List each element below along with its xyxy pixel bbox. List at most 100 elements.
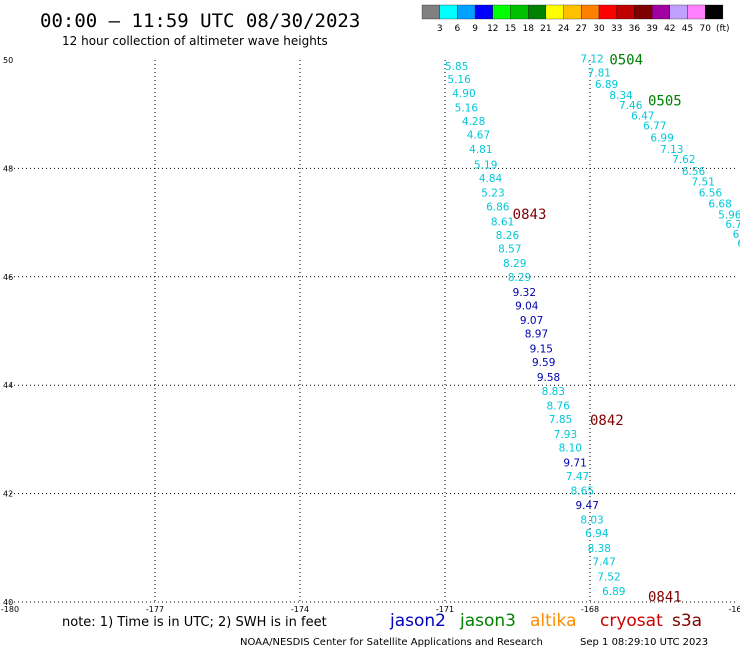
- wave-height-label: 6.89: [602, 586, 625, 598]
- wave-height-label: 8.29: [508, 272, 531, 284]
- wave-height-label: 8.10: [559, 442, 582, 454]
- x-tick-label: -16: [728, 605, 740, 614]
- legend-label: 33: [611, 24, 622, 34]
- satellite-name-s3a: s3a: [672, 611, 702, 631]
- wave-height-label: 9.07: [520, 315, 543, 327]
- legend-swatch: [528, 4, 547, 20]
- legend-label: 45: [682, 24, 693, 34]
- x-tick-label: -168: [581, 605, 599, 614]
- wave-height-label: 9.59: [532, 357, 555, 369]
- legend-label: 15: [505, 24, 516, 34]
- wave-height-label: 5.19: [474, 159, 497, 171]
- wave-height-label: 6.86: [486, 202, 510, 214]
- y-tick-label: 48: [3, 164, 13, 173]
- wave-height-label: 9.47: [576, 500, 599, 512]
- wave-height-label: 5.16: [447, 74, 471, 86]
- legend-label: 24: [558, 24, 570, 34]
- wave-height-label: 6.94: [585, 528, 609, 540]
- legend-label: 3: [437, 24, 443, 34]
- wave-height-label: 7.51: [692, 177, 715, 189]
- grid-lines: [10, 60, 735, 603]
- legend-swatch: [634, 4, 653, 20]
- axis-labels: -180 -177 -174 -171 -168 -16 40 42 44 46 48 50: [1, 56, 740, 614]
- satellite-name-jason3: jason3: [459, 611, 516, 631]
- chart-subtitle: 12 hour collection of altimeter wave hei…: [62, 34, 328, 48]
- legend-label: 70: [699, 24, 711, 34]
- legend-label: 39: [646, 24, 658, 34]
- wave-height-label: 6: [737, 238, 740, 250]
- satellite-name-jason2: jason2: [389, 611, 446, 631]
- legend-unit: (ft): [716, 24, 730, 34]
- wave-height-label: 6.77: [643, 120, 666, 132]
- legend-swatch: [651, 4, 670, 20]
- wave-height-label: 8.97: [525, 329, 548, 341]
- legend-swatch: [545, 4, 564, 20]
- wave-height-label: 8.83: [542, 386, 565, 398]
- legend-swatch: [563, 4, 582, 20]
- satellite-legend: jason2 jason3 altika cryosat s3a: [389, 611, 702, 631]
- wave-height-label: 8.34: [609, 90, 633, 102]
- pass-labels: 0504 0505 0843 0842 0841: [513, 53, 682, 606]
- wave-height-label: 6.68: [708, 198, 731, 210]
- y-tick-label: 46: [3, 273, 13, 282]
- y-tick-label: 44: [3, 381, 13, 390]
- legend-swatch: [598, 4, 617, 20]
- satellite-name-altika: altika: [530, 611, 577, 631]
- wave-height-label: 4.67: [467, 130, 490, 142]
- wave-height-label: 4.84: [479, 173, 503, 185]
- legend-label: 42: [664, 24, 675, 34]
- legend-label: 36: [629, 24, 641, 34]
- wave-height-label: 7.47: [592, 557, 615, 569]
- legend-swatch: [705, 4, 724, 20]
- wave-height-label: 9.15: [530, 344, 553, 356]
- wave-height-label: 6.56: [699, 188, 723, 200]
- wave-height-label: 5.96: [718, 209, 740, 221]
- wave-height-label: 7.85: [549, 414, 572, 426]
- wave-height-label: 8.61: [491, 216, 514, 228]
- wave-height-label: 6.78: [725, 219, 740, 231]
- wave-height-label: 7.62: [672, 154, 695, 166]
- pass-label: 0843: [513, 207, 547, 223]
- legend-label: 6: [455, 24, 461, 34]
- pass-label: 0505: [648, 93, 682, 109]
- wave-height-label: 4.28: [462, 116, 485, 128]
- credit-text: NOAA/NESDIS Center for Satellite Applica…: [240, 637, 543, 648]
- legend-swatch: [510, 4, 529, 20]
- wave-height-label: 7.46: [619, 100, 643, 112]
- y-tick-label: 40: [3, 598, 13, 607]
- wave-height-label: 9.58: [537, 372, 560, 384]
- wave-height-label: 5.85: [445, 61, 468, 73]
- data-marks: 7.127.816.898.347.466.476.776.997.137.62…: [445, 54, 740, 598]
- wave-height-label: 8.26: [496, 230, 520, 242]
- pass-label: 0841: [648, 589, 682, 605]
- wave-height-label: 6.47: [631, 111, 654, 123]
- wave-height-label: 8.57: [498, 243, 521, 255]
- x-tick-label: -180: [1, 605, 19, 614]
- legend-label: 21: [540, 24, 551, 34]
- x-tick-label: -177: [146, 605, 164, 614]
- chart-title: 00:00 – 11:59 UTC 08/30/2023: [40, 10, 360, 32]
- legend-swatch: [581, 4, 600, 20]
- wave-height-label: 7.52: [597, 571, 620, 583]
- wave-height-label: 7.12: [580, 54, 603, 66]
- wave-height-label: 7.47: [566, 471, 589, 483]
- wave-height-label: 4.90: [452, 88, 475, 100]
- y-tick-label: 50: [3, 56, 13, 65]
- wave-height-label: 8.03: [580, 514, 603, 526]
- wave-height-label: 7.81: [588, 67, 611, 79]
- legend-swatch: [457, 4, 476, 20]
- wave-height-label: 7.13: [660, 144, 683, 156]
- wave-height-label: 8.29: [503, 258, 526, 270]
- legend-label: 9: [472, 24, 478, 34]
- legend-swatch: [421, 4, 440, 20]
- legend-label: 18: [522, 24, 534, 34]
- x-tick-label: -174: [291, 605, 309, 614]
- pass-label: 0842: [590, 413, 624, 429]
- legend-label: 12: [487, 24, 498, 34]
- x-tick-label: -171: [436, 605, 454, 614]
- legend-swatch: [616, 4, 635, 20]
- legend-swatch: [474, 4, 493, 20]
- wave-height-label: 8.38: [588, 543, 611, 555]
- legend-label: 30: [593, 24, 605, 34]
